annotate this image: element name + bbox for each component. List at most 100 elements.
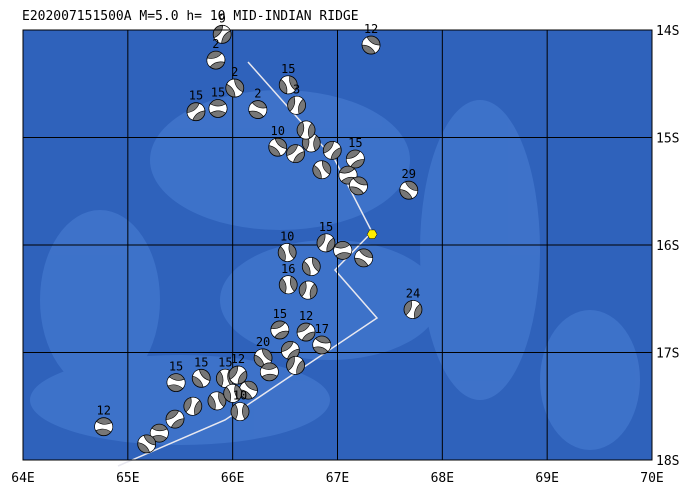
focal-mechanism bbox=[296, 120, 316, 140]
focal-mechanism bbox=[278, 75, 298, 95]
focal-mechanism bbox=[183, 396, 203, 416]
plate-boundary bbox=[117, 61, 379, 467]
focal-mechanism bbox=[312, 160, 332, 180]
beachball-dilatation bbox=[361, 36, 381, 54]
focal-mechanism bbox=[191, 368, 211, 388]
depth-label: 10 bbox=[280, 230, 294, 244]
beachball-dilatation bbox=[208, 103, 228, 114]
focal-mechanism bbox=[253, 348, 273, 368]
focal-mechanism bbox=[166, 373, 186, 393]
epicenter bbox=[366, 229, 378, 239]
beachball-dilatation bbox=[323, 141, 342, 160]
beachball-dilatation bbox=[281, 275, 295, 295]
focal-mechanism bbox=[268, 137, 288, 157]
focal-mechanism bbox=[94, 417, 114, 437]
beachball-dilatation bbox=[226, 78, 244, 98]
y-tick-label: 16S bbox=[656, 239, 679, 254]
focal-mechanism bbox=[248, 100, 268, 119]
x-tick-label: 67E bbox=[326, 471, 349, 486]
beachball-dilatation bbox=[280, 243, 295, 262]
depth-label: 3 bbox=[293, 82, 300, 96]
depth-label: 15 bbox=[281, 62, 295, 76]
focal-mechanism bbox=[403, 300, 423, 319]
y-tick-label: 14S bbox=[656, 24, 679, 39]
focal-mechanism bbox=[316, 233, 336, 253]
beachball-dilatation bbox=[225, 384, 240, 403]
depth-label: 12 bbox=[299, 309, 313, 323]
beachball-dilatation bbox=[317, 233, 334, 253]
focal-mechanism bbox=[225, 78, 245, 98]
depth-label: 15 bbox=[211, 85, 225, 99]
beachball-dilatation bbox=[345, 150, 365, 168]
x-tick-label: 70E bbox=[640, 471, 663, 486]
focal-mechanism bbox=[278, 275, 298, 295]
depth-label: 15 bbox=[189, 89, 203, 103]
x-tick-label: 66E bbox=[221, 471, 244, 486]
beachball-dilatation bbox=[281, 341, 300, 360]
focal-mechanism bbox=[280, 340, 300, 360]
focal-mechanism bbox=[228, 365, 248, 385]
focal-mechanism bbox=[270, 320, 290, 340]
title: E202007151500A M=5.0 h= 10 MID-INDIAN RI… bbox=[22, 9, 359, 24]
beachball-dilatation bbox=[399, 181, 419, 199]
beachball-dilatation bbox=[349, 177, 368, 194]
beachball-dilatation bbox=[166, 376, 186, 389]
depth-label: 17 bbox=[315, 322, 329, 336]
depth-label: 15 bbox=[348, 136, 362, 150]
depth-label: 16 bbox=[281, 262, 295, 276]
focal-mechanism bbox=[208, 99, 228, 118]
beachball-dilatation bbox=[312, 338, 332, 352]
depth-label: 9 bbox=[219, 11, 226, 25]
depth-label: 15 bbox=[169, 360, 183, 374]
depth-label: 12 bbox=[96, 404, 110, 418]
focal-mechanism bbox=[298, 280, 318, 300]
beachball-dilatation bbox=[299, 120, 313, 140]
depth-label: 24 bbox=[406, 287, 420, 301]
focal-mechanism bbox=[345, 149, 365, 169]
focal-mechanism bbox=[238, 380, 258, 400]
bathymetry bbox=[30, 90, 640, 450]
beachball-dilatation bbox=[149, 427, 169, 439]
focal-mechanism bbox=[223, 383, 243, 403]
depth-label: 15 bbox=[194, 355, 208, 369]
x-tick-label: 69E bbox=[535, 471, 558, 486]
focal-mechanism bbox=[349, 176, 368, 196]
beachball-dilatation bbox=[192, 369, 211, 388]
beachball-dilatation bbox=[405, 300, 421, 319]
focal-mechanism bbox=[361, 35, 381, 55]
beachball-dilatation bbox=[137, 435, 156, 453]
depth-label: 10 bbox=[233, 389, 247, 403]
beachball-dilatation bbox=[301, 280, 315, 300]
beachball-dilatation bbox=[248, 102, 268, 117]
focal-mechanism bbox=[186, 102, 206, 122]
focal-mechanism bbox=[322, 140, 342, 160]
focal-mechanism bbox=[259, 362, 279, 382]
beachball-dilatation bbox=[270, 322, 290, 338]
focal-mechanism bbox=[149, 423, 169, 443]
depth-label: 12 bbox=[364, 22, 378, 36]
depth-label: 15 bbox=[273, 307, 287, 321]
beachball-dilatation bbox=[260, 366, 279, 378]
focal-mechanism bbox=[399, 180, 419, 200]
beachball-dilatation bbox=[287, 356, 304, 375]
focal-mechanism bbox=[277, 243, 297, 262]
depth-label: 15 bbox=[319, 220, 333, 234]
beachball-dilatation bbox=[338, 168, 358, 182]
focal-mechanism bbox=[137, 434, 157, 454]
depth-label: 20 bbox=[256, 335, 270, 349]
depth-label: 10 bbox=[271, 124, 285, 138]
focal-mechanism bbox=[165, 409, 185, 429]
beachball-dilatation bbox=[209, 391, 225, 411]
beachball-dilatation bbox=[289, 95, 304, 115]
beachball-dilatation bbox=[185, 396, 201, 416]
focal-mechanism bbox=[301, 257, 321, 276]
depth-label: 15 bbox=[218, 355, 232, 369]
frame bbox=[22, 29, 653, 461]
beachball-dilatation bbox=[354, 249, 374, 267]
beachball-dilatation bbox=[94, 420, 113, 433]
beachball-dilatation bbox=[296, 323, 316, 341]
focal-mechanism bbox=[230, 402, 250, 422]
focal-mechanism bbox=[287, 95, 307, 115]
depth-label: 2 bbox=[254, 87, 261, 101]
focal-mechanism bbox=[286, 355, 305, 375]
